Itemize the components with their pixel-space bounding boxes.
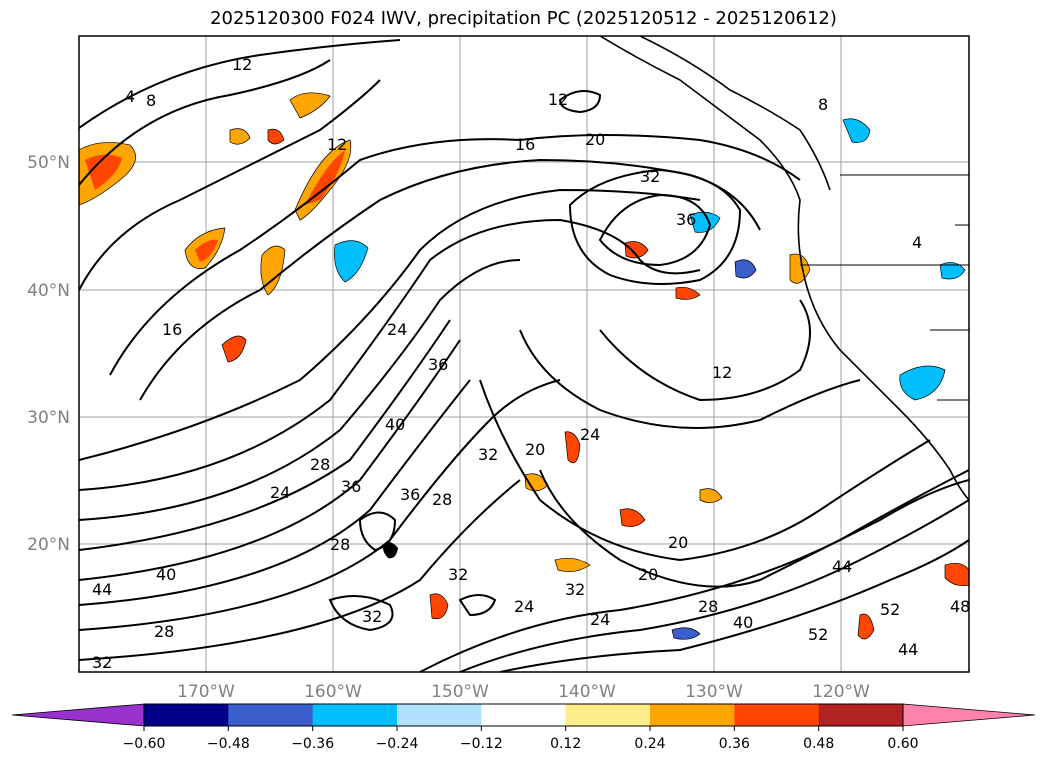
coastline bbox=[599, 36, 969, 501]
colorbar-tick-label: −0.48 bbox=[207, 736, 250, 752]
colorbar-segment bbox=[397, 704, 482, 726]
lon-label: 120°W bbox=[812, 682, 870, 702]
colorbar-tick-label: −0.60 bbox=[123, 736, 166, 752]
contour-label: 40 bbox=[385, 415, 405, 434]
colorbar-segment bbox=[734, 704, 820, 726]
contour-label: 4 bbox=[125, 87, 135, 106]
lon-labels: 170°W 160°W 150°W 140°W 130°W 120°W bbox=[177, 682, 870, 702]
contour-label: 28 bbox=[154, 622, 174, 641]
contour-label: 32 bbox=[565, 580, 585, 599]
contour-label: 44 bbox=[92, 580, 112, 599]
contour-labels: 12 4 8 12 12 16 20 32 36 16 24 36 40 24 … bbox=[92, 55, 970, 672]
iwv-contours bbox=[79, 39, 969, 672]
contour-label: 28 bbox=[432, 490, 452, 509]
contour-label: 16 bbox=[515, 135, 535, 154]
lon-label: 160°W bbox=[304, 682, 362, 702]
colorbar-extend-high bbox=[902, 703, 1036, 727]
contour-label: 28 bbox=[310, 455, 330, 474]
contour-label: 12 bbox=[712, 363, 732, 382]
contour-label: 20 bbox=[668, 533, 688, 552]
colorbar-frame bbox=[143, 703, 904, 727]
colorbar-tick-label: 0.36 bbox=[719, 736, 750, 752]
contour-label: 24 bbox=[580, 425, 600, 444]
lat-label: 50°N bbox=[27, 153, 70, 173]
contour-label: 32 bbox=[478, 445, 498, 464]
map-area bbox=[79, 36, 969, 672]
contour-label: 32 bbox=[640, 167, 660, 186]
precipitation-shading bbox=[79, 92, 969, 640]
lat-label: 40°N bbox=[27, 281, 70, 301]
contour-label: 8 bbox=[146, 91, 156, 110]
contour-label: 4 bbox=[912, 233, 922, 252]
contour-label: 36 bbox=[428, 355, 448, 374]
contour-label: 8 bbox=[818, 95, 828, 114]
colorbar-tick-label: −0.12 bbox=[460, 736, 503, 752]
contour-label: 12 bbox=[327, 135, 347, 154]
contour-label: 40 bbox=[156, 565, 176, 584]
lon-label: 130°W bbox=[685, 682, 743, 702]
colorbar-tick-label: −0.36 bbox=[291, 736, 334, 752]
colorbar-segment bbox=[312, 704, 398, 726]
contour-label: 28 bbox=[330, 535, 350, 554]
lon-label: 140°W bbox=[558, 682, 616, 702]
colorbar-segment bbox=[650, 704, 735, 726]
contour-label: 40 bbox=[733, 613, 753, 632]
map-frame bbox=[78, 35, 970, 673]
lon-label: 170°W bbox=[177, 682, 235, 702]
colorbar-tick-label: 0.24 bbox=[634, 736, 665, 752]
colorbar-tick-label: −0.24 bbox=[376, 736, 419, 752]
lon-label: 150°W bbox=[431, 682, 489, 702]
colorbar-tick-label: 0.48 bbox=[803, 736, 834, 752]
lat-labels: 50°N 40°N 30°N 20°N bbox=[27, 153, 70, 555]
contour-label: 32 bbox=[92, 653, 112, 672]
contour-label: 52 bbox=[808, 625, 828, 644]
colorbar-segment bbox=[481, 704, 567, 726]
contour-label: 20 bbox=[585, 130, 605, 149]
contour-label: 32 bbox=[362, 607, 382, 626]
contour-label: 44 bbox=[898, 640, 918, 659]
contour-label: 44 bbox=[832, 557, 852, 576]
contour-label: 20 bbox=[638, 565, 658, 584]
contour-label: 24 bbox=[514, 597, 534, 616]
contour-label: 36 bbox=[676, 210, 696, 229]
colorbar-segment bbox=[228, 704, 314, 726]
hawaii-island bbox=[382, 542, 398, 559]
colorbar: −0.60 −0.48 −0.36 −0.24 −0.12 0.12 0.24 0.36 0.4… bbox=[11, 703, 1036, 752]
contour-label: 16 bbox=[162, 320, 182, 339]
contour-label: 24 bbox=[590, 610, 610, 629]
colorbar-segment bbox=[144, 704, 229, 726]
contour-label: 52 bbox=[880, 600, 900, 619]
map-title: 2025120300 F024 IWV, precipitation PC (2… bbox=[210, 8, 837, 29]
colorbar-tick-label: 0.12 bbox=[550, 736, 581, 752]
colorbar-segment bbox=[565, 704, 651, 726]
colorbar-extend-low bbox=[11, 703, 145, 727]
colorbar-tick-label: 0.60 bbox=[887, 736, 918, 752]
contour-label: 24 bbox=[270, 483, 290, 502]
colorbar-segment bbox=[818, 704, 904, 726]
contour-label: 12 bbox=[232, 55, 252, 74]
contour-label: 24 bbox=[387, 320, 407, 339]
contour-label: 28 bbox=[698, 597, 718, 616]
contour-label: 12 bbox=[548, 90, 568, 109]
lat-label: 30°N bbox=[27, 408, 70, 428]
contour-label: 48 bbox=[950, 597, 970, 616]
lat-label: 20°N bbox=[27, 535, 70, 555]
contour-label: 36 bbox=[400, 485, 420, 504]
contour-label: 32 bbox=[448, 565, 468, 584]
contour-label: 20 bbox=[525, 440, 545, 459]
contour-label: 36 bbox=[341, 477, 361, 496]
